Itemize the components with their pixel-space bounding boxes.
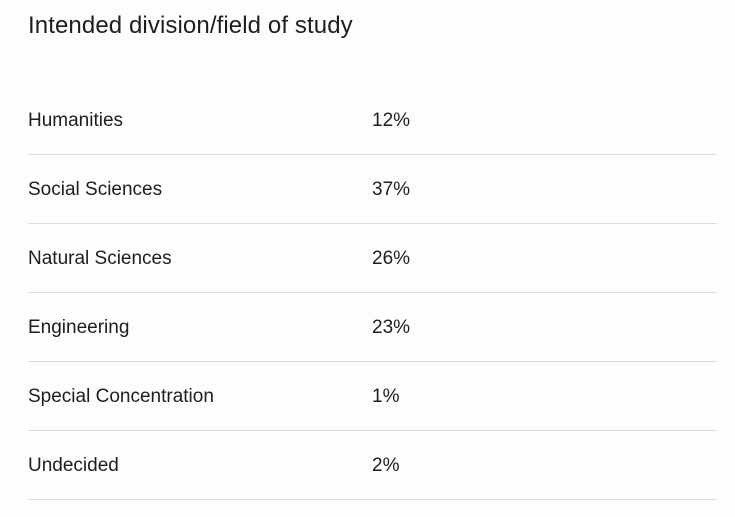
row-value: 2%: [372, 455, 400, 476]
row-value: 1%: [372, 386, 400, 407]
table-row-engineering: Engineering 23%: [28, 293, 717, 362]
table-row-undecided: Undecided 2%: [28, 431, 717, 500]
table-row-social-sciences: Social Sciences 37%: [28, 155, 717, 224]
table-row-special-concentration: Special Concentration 1%: [28, 362, 717, 431]
row-value: 37%: [372, 179, 411, 200]
section-title: Intended division/field of study: [28, 12, 353, 39]
row-value: 12%: [372, 110, 411, 131]
row-label: Social Sciences: [28, 179, 163, 200]
row-label: Natural Sciences: [28, 248, 172, 269]
field-of-study-table: Humanities 12% Social Sciences 37% Natur…: [28, 86, 717, 500]
table-row-humanities: Humanities 12%: [28, 86, 717, 155]
row-value: 23%: [372, 317, 411, 338]
table-row-natural-sciences: Natural Sciences 26%: [28, 224, 717, 293]
row-label: Special Concentration: [28, 386, 214, 407]
row-label: Undecided: [28, 455, 119, 476]
row-label: Humanities: [28, 110, 124, 131]
row-label: Engineering: [28, 317, 130, 338]
row-value: 26%: [372, 248, 411, 269]
